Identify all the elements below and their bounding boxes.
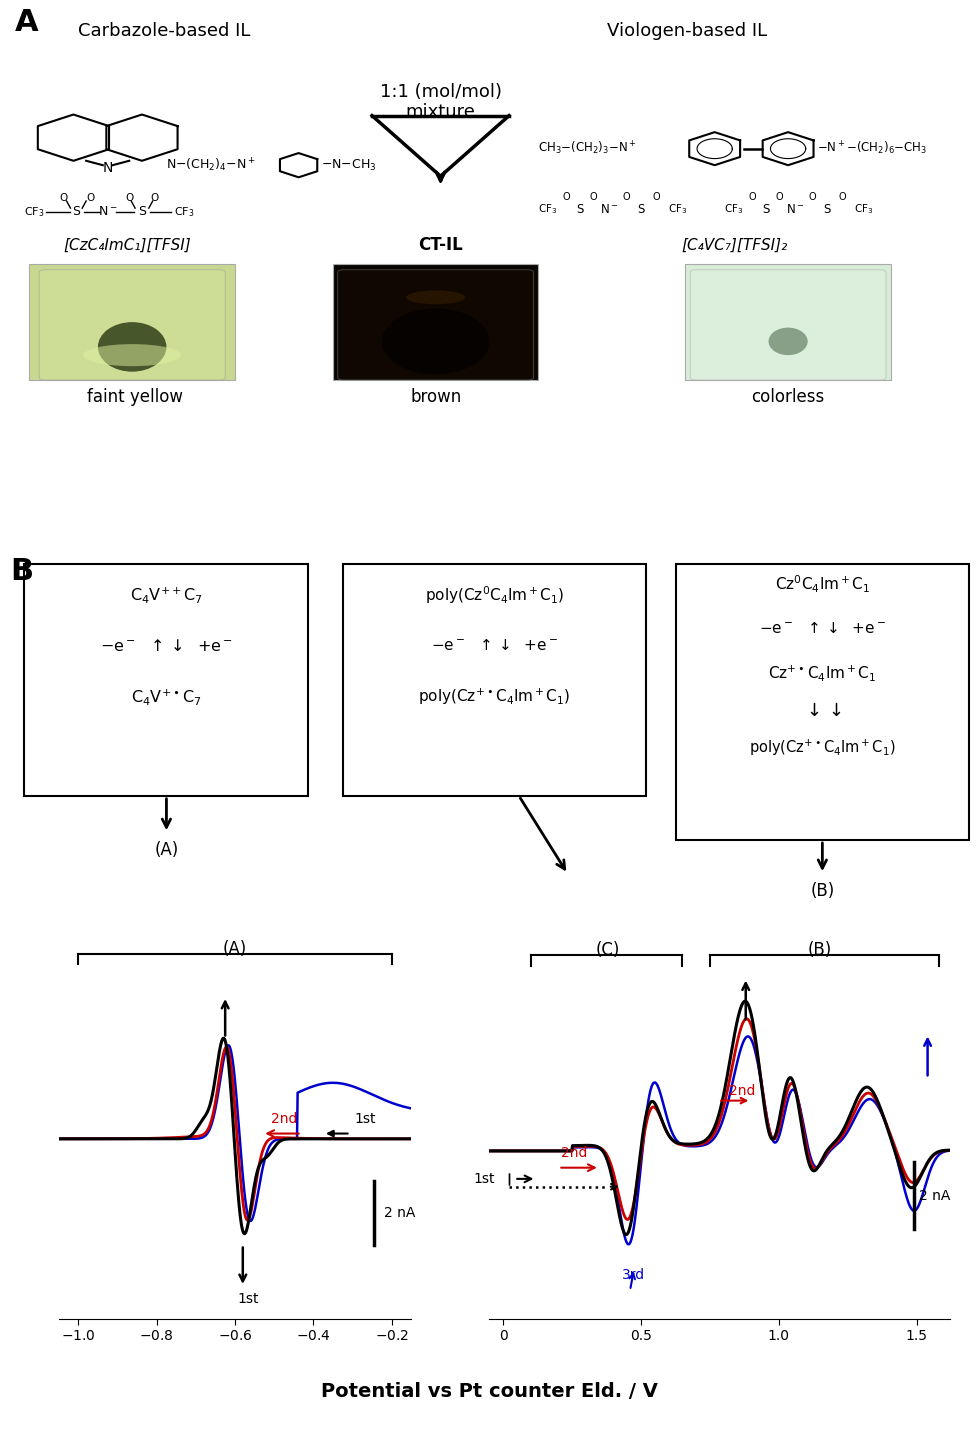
Text: (A): (A) [155, 842, 178, 859]
Text: O: O [86, 193, 94, 203]
Text: N$^-$: N$^-$ [600, 203, 617, 216]
Text: 2nd: 2nd [729, 1084, 755, 1098]
Text: $\downarrow\downarrow$: $\downarrow\downarrow$ [802, 701, 841, 720]
Text: B: B [10, 558, 33, 587]
Text: O: O [125, 193, 133, 203]
Text: Cz$^0$C$_4$Im$^+$C$_1$: Cz$^0$C$_4$Im$^+$C$_1$ [774, 574, 869, 596]
Text: 2nd: 2nd [271, 1111, 297, 1126]
Text: CT-IL: CT-IL [418, 236, 463, 254]
FancyBboxPatch shape [39, 270, 225, 380]
Ellipse shape [381, 309, 489, 374]
Text: Potential vs Pt counter Eld. / V: Potential vs Pt counter Eld. / V [321, 1381, 657, 1401]
Ellipse shape [83, 343, 181, 367]
Text: S: S [138, 206, 146, 219]
FancyBboxPatch shape [337, 270, 533, 380]
Text: CF$_3$: CF$_3$ [853, 203, 872, 216]
Text: O: O [622, 193, 630, 201]
Bar [685, 264, 890, 380]
Text: S: S [72, 206, 80, 219]
Text: (B): (B) [807, 940, 831, 959]
Text: CF$_3$: CF$_3$ [174, 206, 194, 219]
Text: CF$_3$: CF$_3$ [538, 203, 557, 216]
Text: O: O [837, 193, 845, 201]
Text: [CzC₄ImC₁][TFSI]: [CzC₄ImC₁][TFSI] [64, 238, 191, 252]
Bar [342, 564, 645, 796]
Text: 1st: 1st [354, 1111, 376, 1126]
Text: CF$_3$: CF$_3$ [724, 203, 743, 216]
Text: C$_4$V$^{++}$C$_7$: C$_4$V$^{++}$C$_7$ [130, 585, 202, 604]
Bar [333, 264, 538, 380]
Text: $-$e$^-$  $\uparrow\downarrow$  +e$^-$: $-$e$^-$ $\uparrow\downarrow$ +e$^-$ [758, 622, 885, 636]
Text: poly(Cz$^{+\bullet}$C$_4$Im$^+$C$_1$): poly(Cz$^{+\bullet}$C$_4$Im$^+$C$_1$) [748, 738, 895, 758]
Text: S: S [637, 203, 645, 216]
Text: O: O [808, 193, 816, 201]
Text: N$^-$: N$^-$ [98, 206, 117, 219]
Bar [29, 264, 235, 380]
Bar [24, 564, 308, 796]
Text: (A): (A) [223, 939, 246, 958]
Text: 2 nA: 2 nA [383, 1206, 415, 1220]
Ellipse shape [768, 327, 807, 355]
Text: CF$_3$: CF$_3$ [24, 206, 44, 219]
Text: S: S [575, 203, 583, 216]
Text: N: N [103, 161, 112, 175]
Text: (C): (C) [596, 940, 619, 959]
Text: A: A [15, 9, 38, 38]
Ellipse shape [406, 290, 465, 304]
Text: O: O [561, 193, 569, 201]
FancyBboxPatch shape [689, 270, 885, 380]
Text: N$^-$: N$^-$ [785, 203, 803, 216]
Text: faint yellow: faint yellow [87, 388, 183, 406]
Text: Carbazole-based IL: Carbazole-based IL [78, 22, 250, 41]
Text: C$_4$V$^{+\bullet}$C$_7$: C$_4$V$^{+\bullet}$C$_7$ [131, 687, 201, 707]
Text: N$-$(CH$_2$)$_4$$-$N$^+$: N$-$(CH$_2$)$_4$$-$N$^+$ [166, 156, 256, 174]
Text: 2nd: 2nd [560, 1146, 587, 1159]
Text: $-$e$^-$  $\uparrow\downarrow$  +e$^-$: $-$e$^-$ $\uparrow\downarrow$ +e$^-$ [430, 639, 557, 653]
Text: S: S [761, 203, 769, 216]
Text: 1st: 1st [238, 1291, 259, 1306]
Text: O: O [775, 193, 782, 201]
Text: CH$_3$$-$(CH$_2$)$_3$$-$N$^+$: CH$_3$$-$(CH$_2$)$_3$$-$N$^+$ [538, 141, 637, 158]
Text: 3rd: 3rd [621, 1268, 645, 1282]
Text: $-$e$^-$  $\uparrow\downarrow$  +e$^-$: $-$e$^-$ $\uparrow\downarrow$ +e$^-$ [100, 638, 233, 653]
Text: O: O [651, 193, 659, 201]
Text: poly(Cz$^{+\bullet}$C$_4$Im$^+$C$_1$): poly(Cz$^{+\bullet}$C$_4$Im$^+$C$_1$) [418, 687, 570, 707]
Bar [675, 564, 968, 840]
Text: O: O [747, 193, 755, 201]
Text: O: O [60, 193, 67, 203]
Text: O: O [589, 193, 597, 201]
Text: colorless: colorless [751, 388, 823, 406]
Text: $-$N$-$CH$_3$: $-$N$-$CH$_3$ [321, 158, 377, 172]
Text: [C₄VC₇][TFSI]₂: [C₄VC₇][TFSI]₂ [681, 238, 786, 252]
Ellipse shape [98, 322, 166, 371]
Text: O: O [151, 193, 158, 203]
Text: 1:1 (mol/mol)
mixture: 1:1 (mol/mol) mixture [379, 83, 501, 122]
Text: 2 nA: 2 nA [918, 1188, 950, 1203]
Text: (B): (B) [810, 882, 833, 900]
Text: Cz$^{+\bullet}$C$_4$Im$^+$C$_1$: Cz$^{+\bullet}$C$_4$Im$^+$C$_1$ [768, 664, 875, 684]
Text: $-$N$^+$$-$(CH$_2$)$_6$$-$CH$_3$: $-$N$^+$$-$(CH$_2$)$_6$$-$CH$_3$ [817, 141, 927, 158]
Text: poly(Cz$^0$C$_4$Im$^+$C$_1$): poly(Cz$^0$C$_4$Im$^+$C$_1$) [424, 584, 563, 606]
Text: Viologen-based IL: Viologen-based IL [606, 22, 767, 41]
Text: S: S [822, 203, 830, 216]
Text: brown: brown [410, 388, 461, 406]
Text: CF$_3$: CF$_3$ [667, 203, 687, 216]
Text: 1st: 1st [473, 1172, 495, 1185]
